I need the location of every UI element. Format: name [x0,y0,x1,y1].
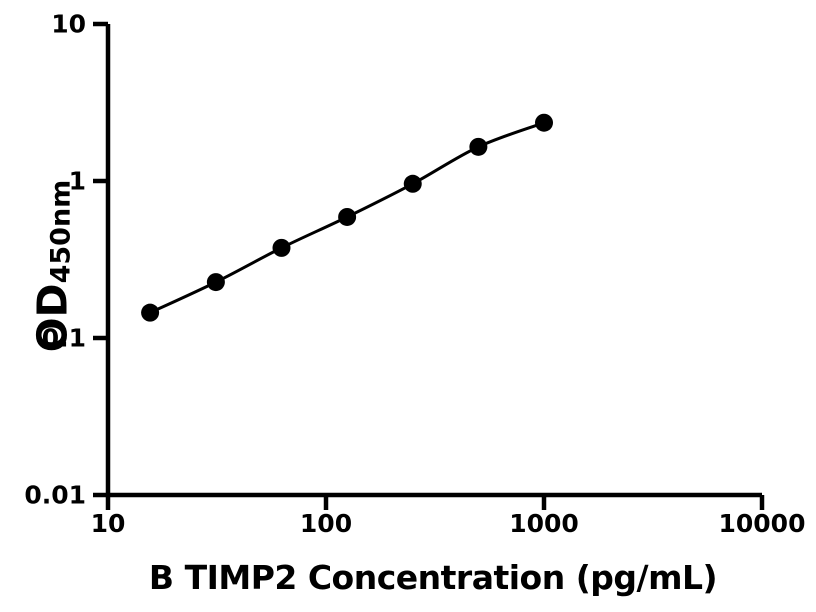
y-tick-label: 0.1 [42,324,86,353]
y-axis-title-subscript: 450nm [45,179,77,284]
data-point-marker [206,273,225,292]
y-tick-label: 10 [51,10,86,39]
data-point-marker [141,303,160,322]
data-point-marker [535,113,553,132]
y-axis-title: OD450nm [29,179,77,353]
data-point-marker [403,174,422,193]
data-point-marker [272,238,291,257]
x-axis-title: B TIMP2 Concentration (pg/mL) [148,558,718,597]
data-point-marker [338,207,357,226]
x-tick-label: 1000 [509,509,579,538]
y-axis-title-main: OD [28,283,77,353]
x-tick-label: 10 [91,509,126,538]
x-tick-label: 100 [300,509,352,538]
x-tick-label: 10000 [719,509,806,538]
axis-spines [105,24,762,498]
y-tick-label: 0.01 [24,481,86,510]
data-point-marker [469,137,488,156]
y-tick-label: 1 [69,167,86,196]
